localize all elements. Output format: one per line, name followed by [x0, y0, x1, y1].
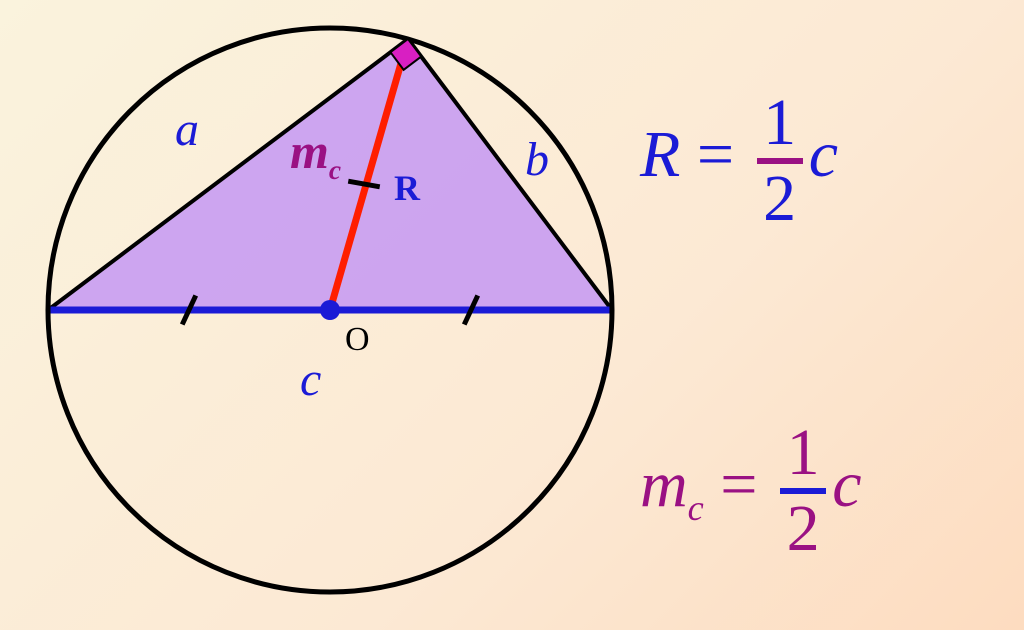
eq-R-equals: =	[697, 118, 751, 191]
label-b: b	[525, 133, 549, 186]
eq-mc-tail: c	[832, 448, 861, 521]
eq-R-tail: c	[809, 118, 838, 191]
equation-R: R = 1 2 c	[640, 90, 838, 232]
eq-mc-equals: =	[720, 448, 774, 521]
label-R: R	[394, 168, 421, 208]
eq-mc-fraction: 1 2	[780, 420, 826, 562]
eq-mc-lhs: mc	[640, 448, 720, 521]
label-O: O	[345, 321, 370, 358]
equation-mc: mc = 1 2 c	[640, 420, 862, 562]
eq-R-lhs: R	[640, 118, 680, 191]
label-c: c	[300, 353, 321, 406]
label-a: a	[175, 103, 199, 156]
eq-R-fraction: 1 2	[757, 90, 803, 232]
geometry-diagram: a b c O R mc	[0, 0, 1024, 630]
center-point-O	[320, 300, 340, 320]
